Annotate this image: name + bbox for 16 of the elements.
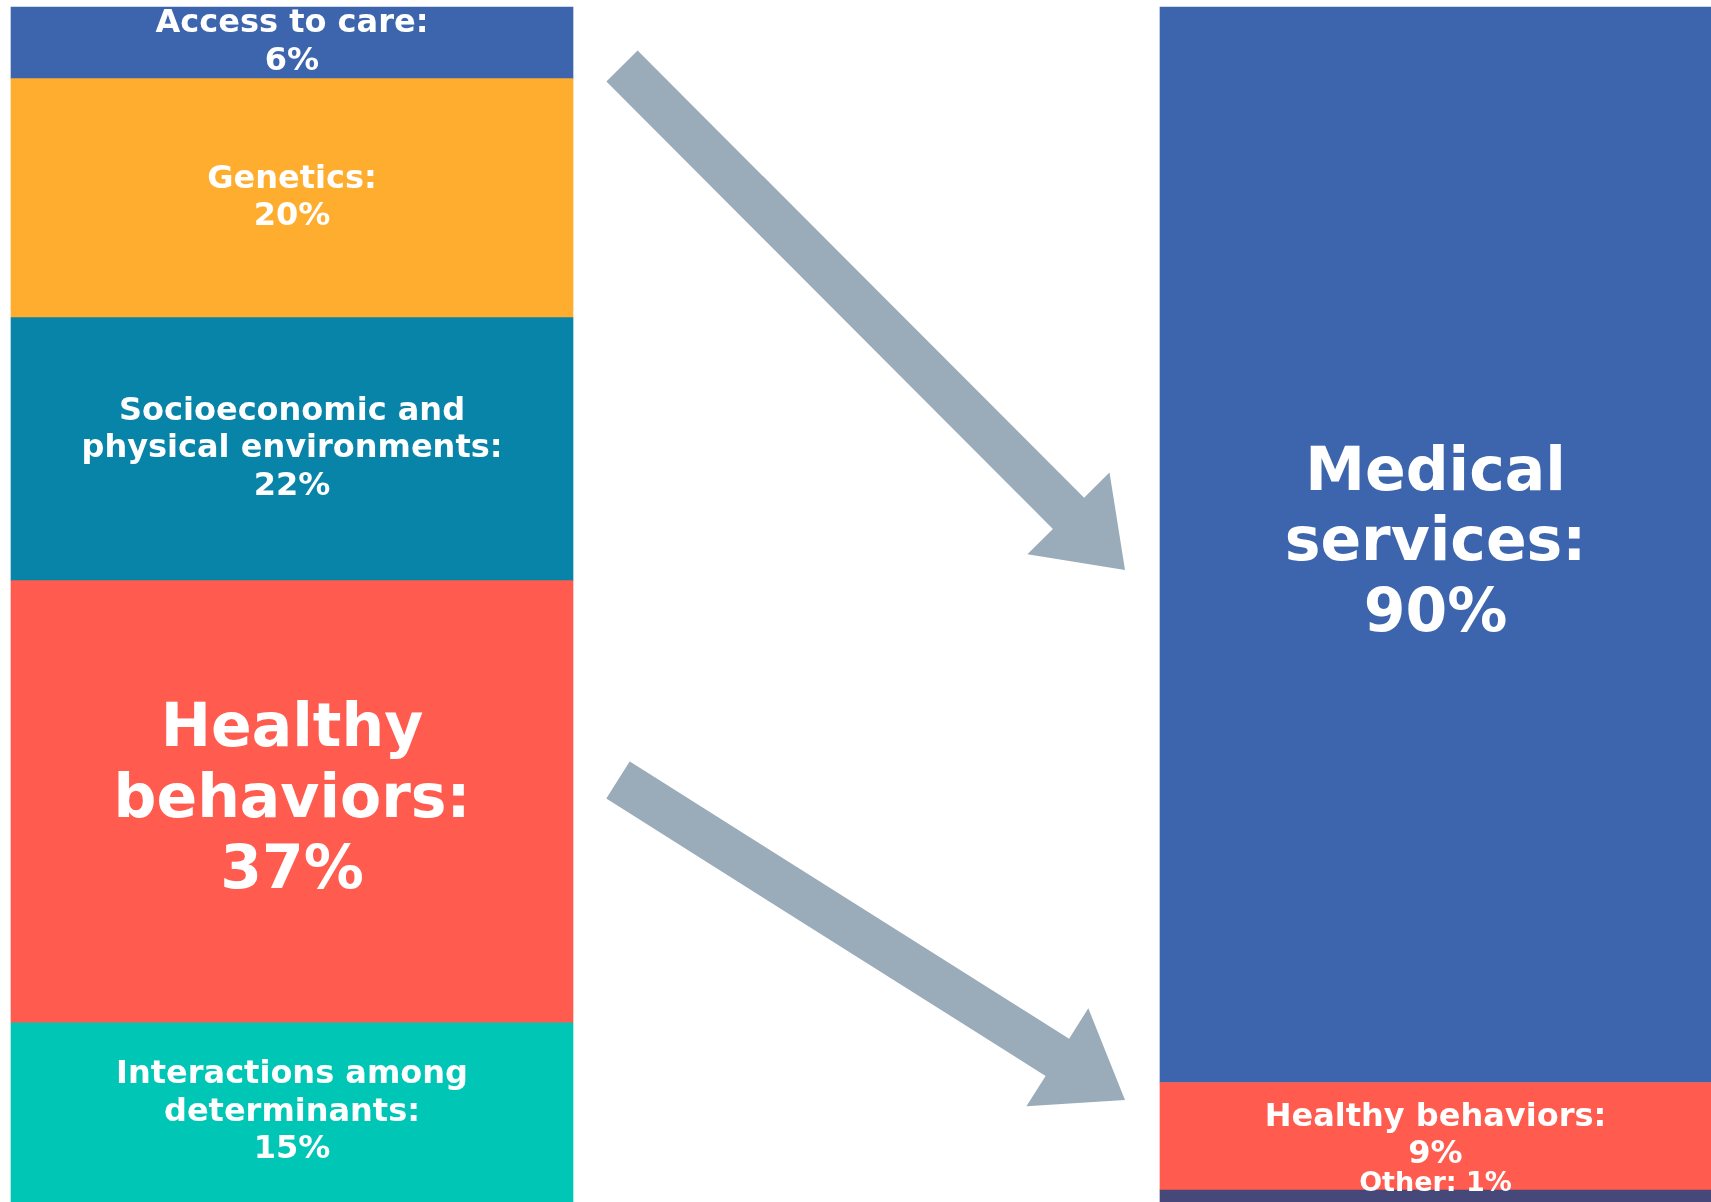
data-label: 15% xyxy=(253,1128,331,1167)
data-label: 90% xyxy=(1363,575,1508,646)
bar xyxy=(10,78,574,319)
series-label: Medical services: xyxy=(1284,433,1587,575)
data-label: 6% xyxy=(264,40,320,79)
series-label: Healthy behaviors: xyxy=(1264,1095,1607,1134)
series-label: Socioeconomic and physical environments: xyxy=(81,389,503,466)
data-label: 20% xyxy=(253,195,331,234)
series-label: Access to care: xyxy=(155,2,429,41)
text: Healthy behaviors: xyxy=(113,690,471,832)
series-label: Interactions among determinants: xyxy=(116,1052,468,1129)
data-label: 22% xyxy=(253,465,331,504)
series-label: Genetics: xyxy=(207,157,377,196)
bar xyxy=(10,1022,574,1202)
data-label: 37% xyxy=(220,832,364,903)
bar xyxy=(10,317,574,581)
